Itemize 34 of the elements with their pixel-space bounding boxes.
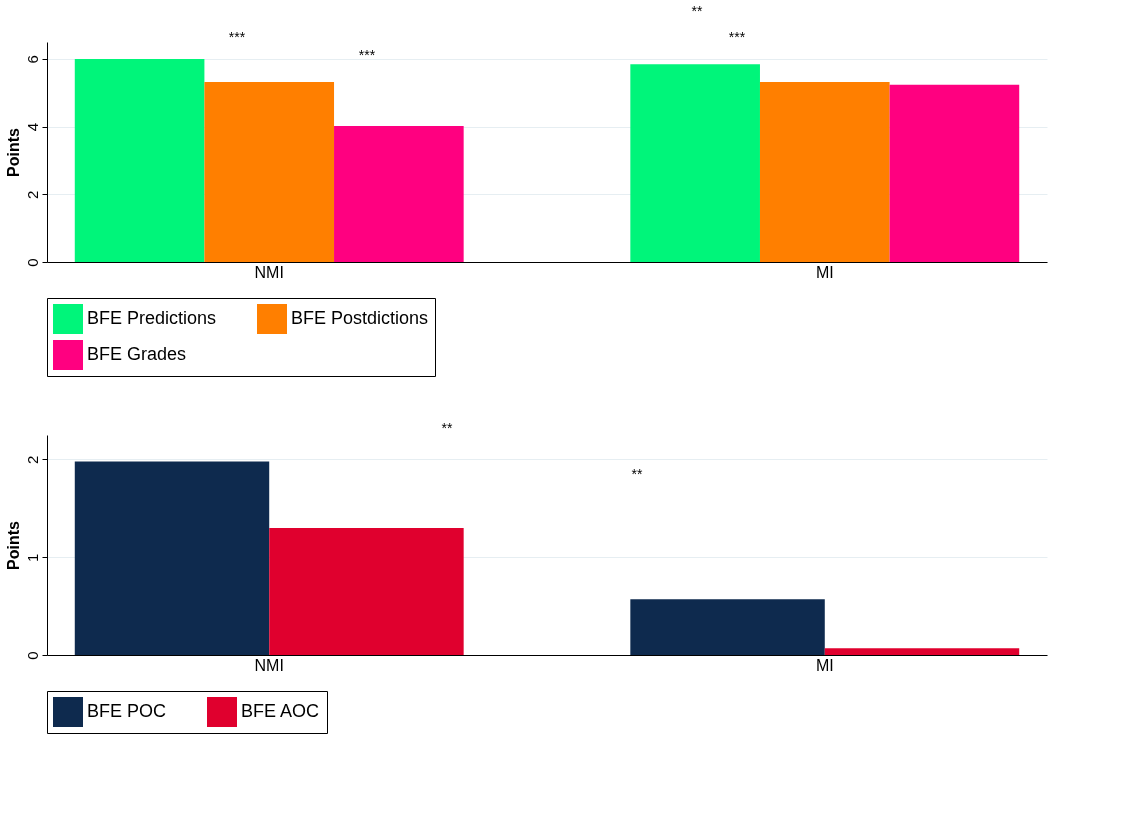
y-tick-label: 0: [23, 651, 41, 660]
bar: [269, 527, 464, 655]
y-tick-label: 1: [23, 553, 41, 562]
x-tick-label: NMI: [254, 656, 284, 674]
bar: [334, 125, 464, 262]
annotation: **: [631, 466, 643, 482]
y-tick-label: 4: [23, 122, 41, 132]
annotation: ***: [358, 47, 376, 63]
annotation: **: [441, 420, 453, 436]
x-tick-label: NMI: [254, 263, 284, 281]
y-axis-title: Points: [4, 520, 22, 570]
x-tick-label: MI: [815, 656, 834, 674]
bar: [889, 84, 1020, 262]
bar: [630, 64, 760, 262]
legend-label: BFE Grades: [87, 344, 187, 364]
y-tick-label: 0: [23, 258, 41, 267]
text: **: [691, 3, 703, 19]
x-tick-label: MI: [815, 263, 834, 281]
y-tick-label: 2: [23, 455, 41, 465]
y-axis-title: Points: [4, 127, 22, 177]
bar: [630, 599, 825, 655]
annotation: ***: [228, 29, 246, 45]
bar: [824, 648, 1020, 655]
bar: [74, 58, 205, 262]
y-tick-label: 2: [23, 190, 41, 199]
legend-label: BFE AOC: [241, 701, 320, 721]
annotation: ***: [728, 29, 746, 45]
bar: [204, 81, 335, 262]
legend-label: BFE Predictions: [87, 308, 217, 328]
bar: [74, 461, 270, 655]
legend-label: BFE POC: [87, 701, 167, 721]
y-tick-label: 6: [23, 55, 41, 64]
bar: [759, 81, 890, 262]
legend-label: BFE Postdictions: [291, 308, 429, 328]
